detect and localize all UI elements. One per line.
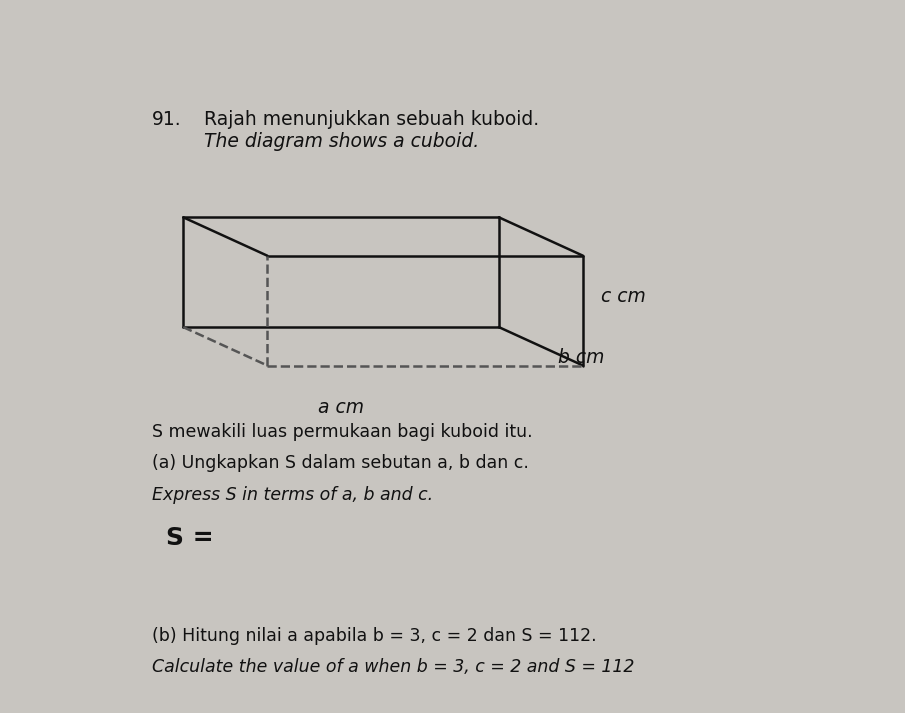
Text: 91.: 91. (152, 111, 181, 129)
Text: a cm: a cm (318, 399, 364, 418)
Text: Calculate the value of a when b = 3, c = 2 and S = 112: Calculate the value of a when b = 3, c =… (152, 658, 634, 676)
Text: S =: S = (166, 526, 214, 550)
Text: c cm: c cm (601, 287, 645, 307)
Text: Express S in terms of a, b and c.: Express S in terms of a, b and c. (152, 486, 433, 504)
Text: b cm: b cm (558, 348, 605, 366)
Text: (b) Hitung nilai a apabila b = 3, c = 2 dan S = 112.: (b) Hitung nilai a apabila b = 3, c = 2 … (152, 627, 596, 645)
Text: S mewakili luas permukaan bagi kuboid itu.: S mewakili luas permukaan bagi kuboid it… (152, 424, 532, 441)
Text: The diagram shows a cuboid.: The diagram shows a cuboid. (205, 132, 480, 151)
Text: Rajah menunjukkan sebuah kuboid.: Rajah menunjukkan sebuah kuboid. (205, 111, 539, 129)
Text: (a) Ungkapkan S dalam sebutan a, b dan c.: (a) Ungkapkan S dalam sebutan a, b dan c… (152, 454, 529, 473)
